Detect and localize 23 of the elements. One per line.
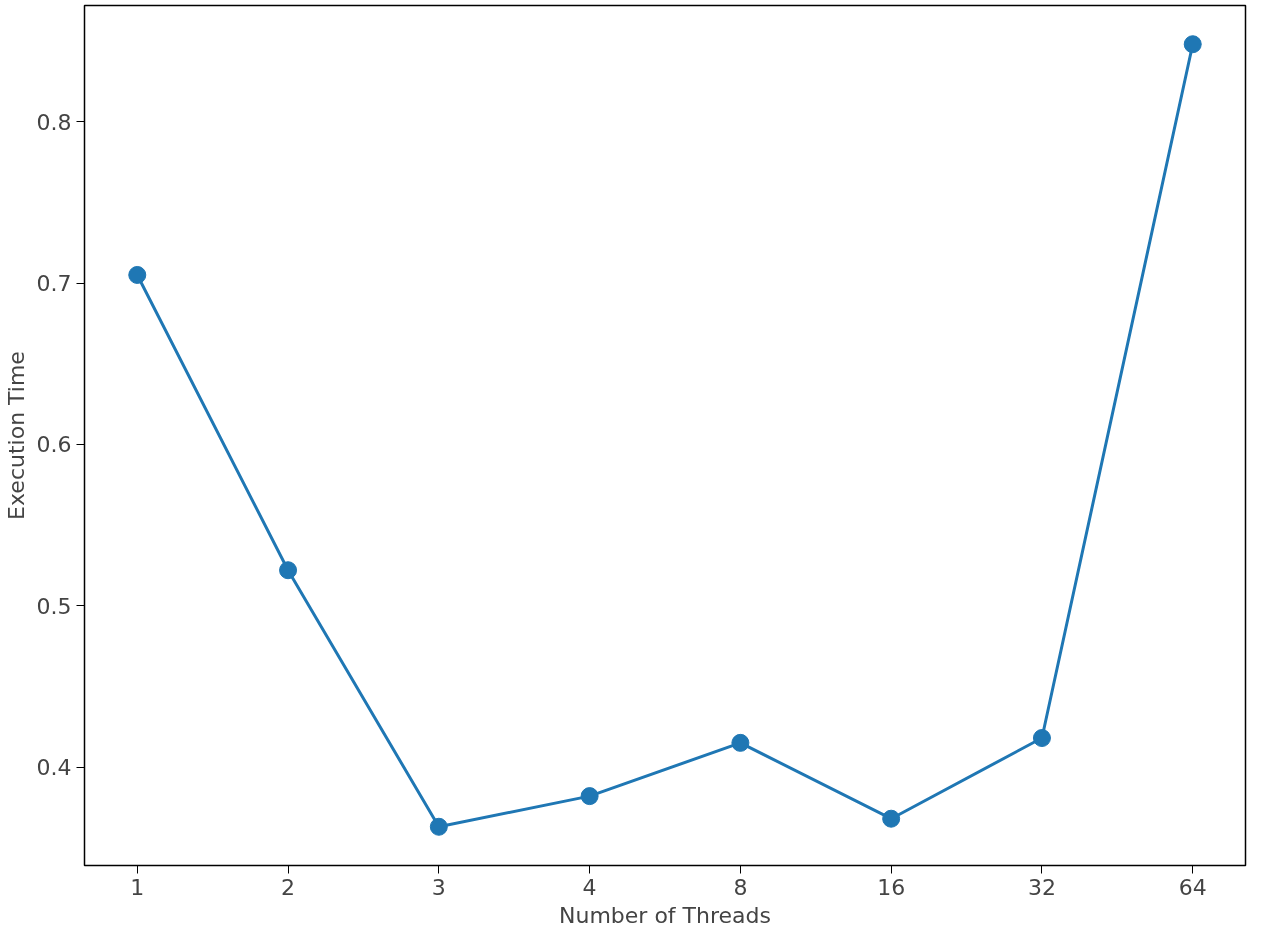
point [882, 809, 901, 828]
point [580, 787, 599, 806]
point [1183, 35, 1202, 54]
x-tick-label: 8 [733, 874, 748, 900]
y-tick-label: 0.7 [36, 271, 72, 297]
point [279, 561, 298, 580]
point [731, 733, 750, 752]
point [429, 817, 448, 836]
point [1032, 729, 1051, 748]
y-tick-label: 0.5 [36, 593, 72, 619]
x-tick-label: 32 [1027, 874, 1056, 900]
x-tick-label: 2 [281, 874, 296, 900]
y-axis-title: Execution Time [3, 351, 29, 520]
x-tick-label: 4 [582, 874, 597, 900]
x-tick-label: 64 [1178, 874, 1207, 900]
x-tick-label: 16 [877, 874, 906, 900]
x-axis-title: Number of Threads [559, 902, 771, 928]
y-tick-label: 0.8 [36, 109, 72, 135]
y-tick-label: 0.4 [36, 755, 72, 781]
x-tick-label: 3 [431, 874, 446, 900]
point [128, 265, 147, 284]
x-tick-label: 1 [130, 874, 145, 900]
y-tick-label: 0.6 [36, 432, 72, 458]
